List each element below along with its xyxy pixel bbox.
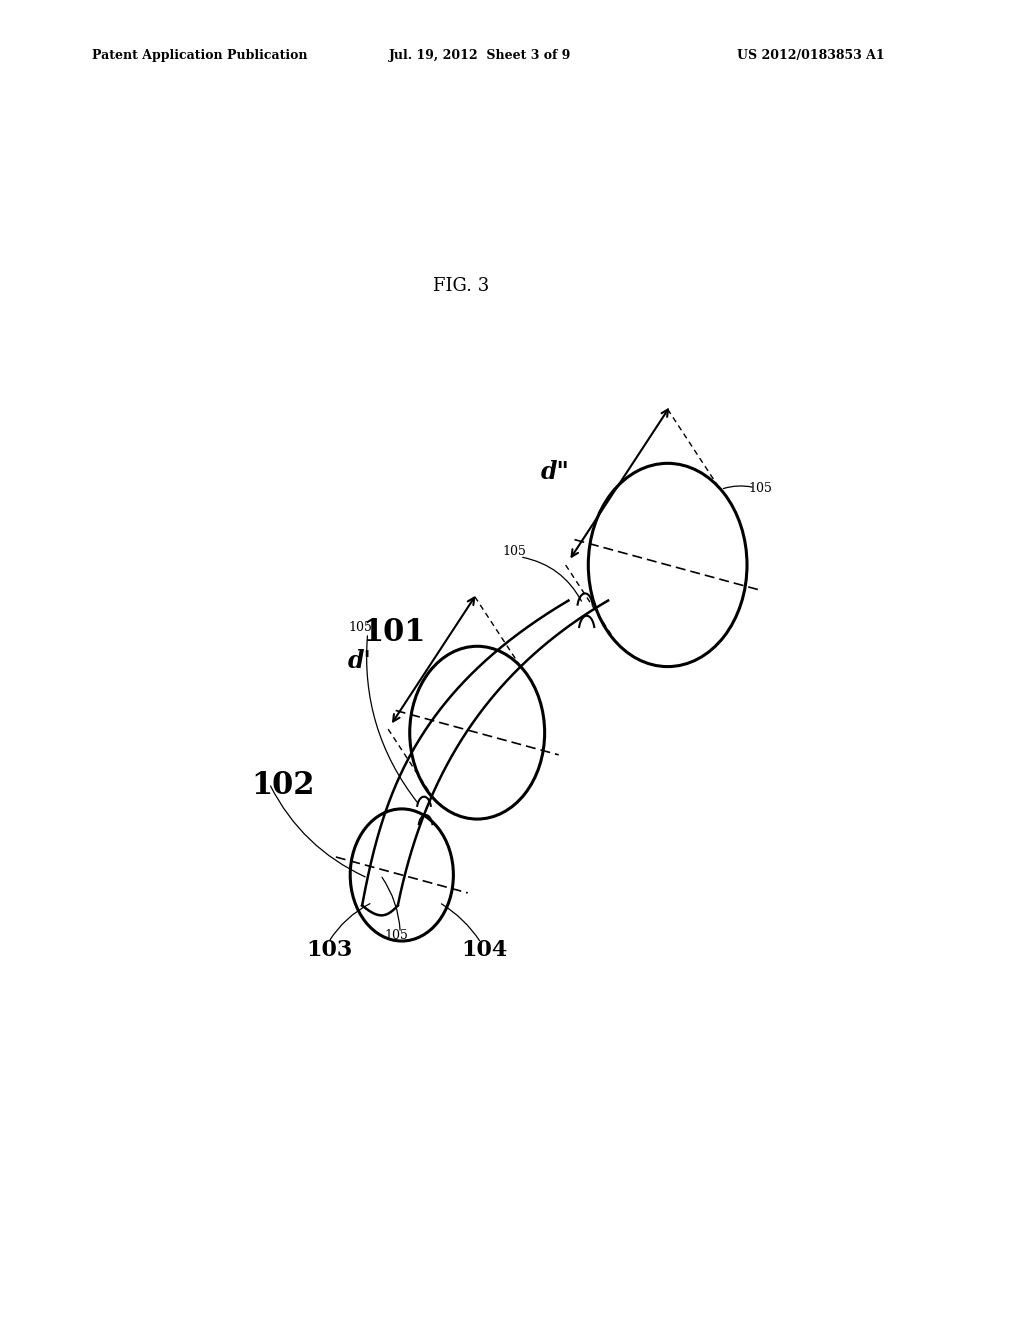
Text: Jul. 19, 2012  Sheet 3 of 9: Jul. 19, 2012 Sheet 3 of 9 (389, 49, 571, 62)
Text: FIG. 3: FIG. 3 (433, 276, 489, 294)
Text: 105: 105 (348, 620, 373, 634)
Text: Patent Application Publication: Patent Application Publication (92, 49, 307, 62)
Text: 104: 104 (461, 940, 508, 961)
Text: d': d' (348, 648, 372, 673)
Text: 105: 105 (503, 545, 526, 558)
Text: US 2012/0183853 A1: US 2012/0183853 A1 (737, 49, 885, 62)
Text: d": d" (542, 459, 570, 484)
Text: 105: 105 (384, 929, 409, 942)
Text: 103: 103 (306, 940, 353, 961)
Text: 102: 102 (251, 770, 314, 801)
Text: 105: 105 (749, 482, 772, 495)
Text: 101: 101 (362, 618, 426, 648)
